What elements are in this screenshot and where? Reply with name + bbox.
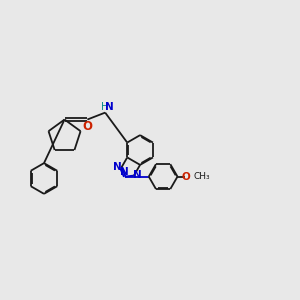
Text: H: H (101, 102, 108, 112)
Text: N: N (105, 102, 114, 112)
Text: CH₃: CH₃ (194, 172, 211, 181)
Text: N: N (120, 167, 129, 177)
Text: N: N (113, 162, 122, 172)
Text: O: O (182, 172, 190, 182)
Text: O: O (82, 120, 92, 133)
Text: N: N (133, 170, 142, 180)
